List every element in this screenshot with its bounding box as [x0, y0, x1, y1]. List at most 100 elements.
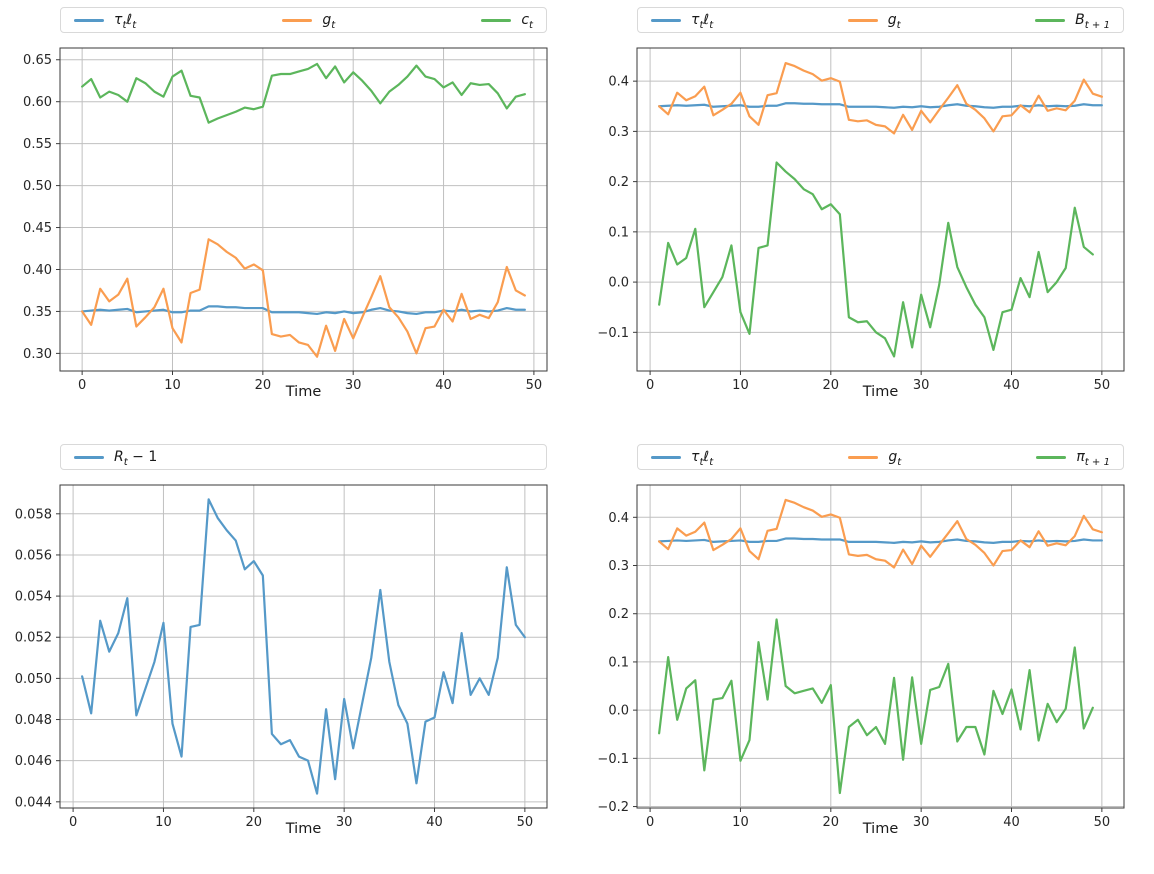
y-tick-label: 0.050 [15, 672, 52, 687]
x-tick-label: 0 [78, 378, 86, 393]
legend-line-swatch [1036, 455, 1067, 459]
y-tick-label: 0.058 [15, 507, 52, 522]
series-line-tau_t_ell_t [658, 537, 1103, 544]
x-axis-label: Time [862, 821, 899, 837]
y-tick-label: 0.046 [15, 754, 52, 769]
x-tick-label: 0 [646, 378, 654, 393]
x-tick-label: 40 [1003, 378, 1020, 393]
y-tick-label: 0.4 [608, 511, 629, 526]
subplot-bottom-right: 0 10 20 30 40 50 −0.2 −0.1 0.0 0.1 0.2 0.3 0.4 τtℓt g… [577, 437, 1154, 874]
x-tick-label: 30 [913, 378, 930, 393]
y-tick-label: 0.1 [608, 655, 629, 670]
y-tick-label: 0.2 [608, 607, 629, 622]
legend-line-swatch [651, 455, 681, 459]
x-tick-label: 50 [1094, 815, 1111, 830]
series-line-g_t [658, 498, 1103, 569]
series-line-R_t-1 [81, 498, 526, 795]
y-tick-label: 0.60 [23, 95, 52, 110]
x-tick-label: 30 [336, 815, 353, 830]
chart-canvas-bottom-left: 0 10 20 30 40 50 0.044 0.046 0.048 0.050 0.052 0.05… [15, 484, 548, 830]
legend-label-B_t+1: Bt + 1 [1075, 12, 1110, 31]
chart-canvas-top-right: 0 10 20 30 40 50 −0.1 0.0 0.1 0.2 0.3 0.4 [597, 47, 1125, 393]
legend-line-swatch [847, 18, 878, 22]
legend-line-swatch [74, 455, 104, 459]
y-tick-label: 0.054 [15, 590, 52, 605]
legend-item-tau_t_ell_t: τtℓt [651, 12, 714, 31]
legend-label-tau_t_ell_t: τtℓt [691, 449, 714, 468]
y-tick-label: −0.2 [597, 800, 629, 815]
legend-bottom-left: Rt − 1 [60, 444, 547, 470]
y-tick-label: −0.1 [597, 752, 629, 767]
x-tick-label: 10 [155, 815, 172, 830]
y-tick-label: 0.65 [23, 53, 52, 68]
y-tick-label: 0.3 [608, 125, 629, 140]
legend-line-swatch [282, 18, 313, 22]
y-tick-label: 0.3 [608, 559, 629, 574]
x-tick-label: 10 [732, 378, 749, 393]
y-tick-label: 0.2 [608, 175, 629, 190]
legend-label-g_t: gt [887, 12, 901, 31]
legend-item-B_t+1: Bt + 1 [1035, 12, 1110, 31]
x-tick-label: 40 [435, 378, 452, 393]
y-tick-label: 0.4 [608, 75, 629, 90]
y-tick-label: 0.1 [608, 225, 629, 240]
legend-label-R_t-1: Rt − 1 [114, 449, 158, 468]
legend-label-tau_t_ell_t: τtℓt [691, 12, 714, 31]
y-tick-label: 0.0 [608, 276, 629, 291]
x-tick-label: 30 [913, 815, 930, 830]
legend-line-swatch [74, 18, 104, 22]
axes-spines [59, 47, 548, 372]
legend-item-pi_t+1: πt + 1 [1036, 449, 1110, 468]
x-tick-label: 20 [823, 378, 840, 393]
legend-top-left: τtℓt gt ct [60, 7, 547, 33]
legend-label-g_t: gt [888, 449, 902, 468]
chart-canvas-bottom-right: 0 10 20 30 40 50 −0.2 −0.1 0.0 0.1 0.2 0.3 0.4 [597, 484, 1125, 830]
y-tick-label: 0.056 [15, 548, 52, 563]
y-tick-label: 0.052 [15, 631, 52, 646]
y-tick-label: 0.35 [23, 305, 52, 320]
x-tick-label: 20 [255, 378, 272, 393]
axes-spines [59, 484, 548, 809]
legend-bottom-right: τtℓt gt πt + 1 [637, 444, 1124, 470]
x-tick-label: 10 [732, 815, 749, 830]
legend-item-tau_t_ell_t: τtℓt [651, 449, 714, 468]
legend-label-c_t: ct [521, 12, 533, 31]
legend-label-pi_t+1: πt + 1 [1076, 449, 1110, 468]
x-tick-label: 0 [646, 815, 654, 830]
x-tick-label: 50 [526, 378, 543, 393]
x-tick-label: 40 [426, 815, 443, 830]
y-tick-label: 0.45 [23, 221, 52, 236]
legend-item-R_t-1: Rt − 1 [74, 449, 158, 468]
y-tick-label: 0.044 [15, 795, 52, 810]
series-line-B_t+1 [658, 161, 1094, 358]
series-line-g_t [658, 61, 1103, 135]
y-tick-label: 0.55 [23, 137, 52, 152]
y-tick-label: 0.50 [23, 179, 52, 194]
legend-item-g_t: gt [848, 449, 902, 468]
subplot-bottom-left: 0 10 20 30 40 50 0.044 0.046 0.048 0.050 0.052 0.05… [0, 437, 577, 874]
legend-item-tau_t_ell_t: τtℓt [74, 12, 136, 30]
x-axis-label: Time [285, 384, 322, 400]
x-tick-label: 50 [1094, 378, 1111, 393]
x-tick-label: 10 [164, 378, 181, 393]
x-axis-label: Time [862, 384, 899, 400]
chart-canvas-top-left: 0 10 20 30 40 50 0.30 0.35 0.40 0.45 0.50 0.55 0.60 0… [23, 47, 548, 393]
subplot-top-left: 0 10 20 30 40 50 0.30 0.35 0.40 0.45 0.50 0.55 0.60 0… [0, 0, 577, 437]
legend-line-swatch [481, 18, 512, 22]
y-tick-label: 0.30 [23, 347, 52, 362]
series-line-c_t [81, 62, 526, 124]
subplot-top-right: 0 10 20 30 40 50 −0.1 0.0 0.1 0.2 0.3 0.4 τtℓt gt Bt … [577, 0, 1154, 437]
legend-line-swatch [848, 455, 879, 459]
x-tick-label: 0 [69, 815, 77, 830]
legend-item-c_t: ct [481, 12, 533, 31]
x-tick-label: 20 [246, 815, 263, 830]
series-line-tau_t_ell_t [81, 305, 526, 316]
axes-spines [636, 47, 1125, 372]
series-line-tau_t_ell_t [658, 102, 1103, 109]
series-line-pi_t+1 [658, 618, 1094, 795]
legend-label-g_t: gt [322, 12, 336, 31]
y-tick-label: −0.1 [597, 326, 629, 341]
x-tick-label: 50 [517, 815, 534, 830]
legend-top-right: τtℓt gt Bt + 1 [637, 7, 1124, 33]
